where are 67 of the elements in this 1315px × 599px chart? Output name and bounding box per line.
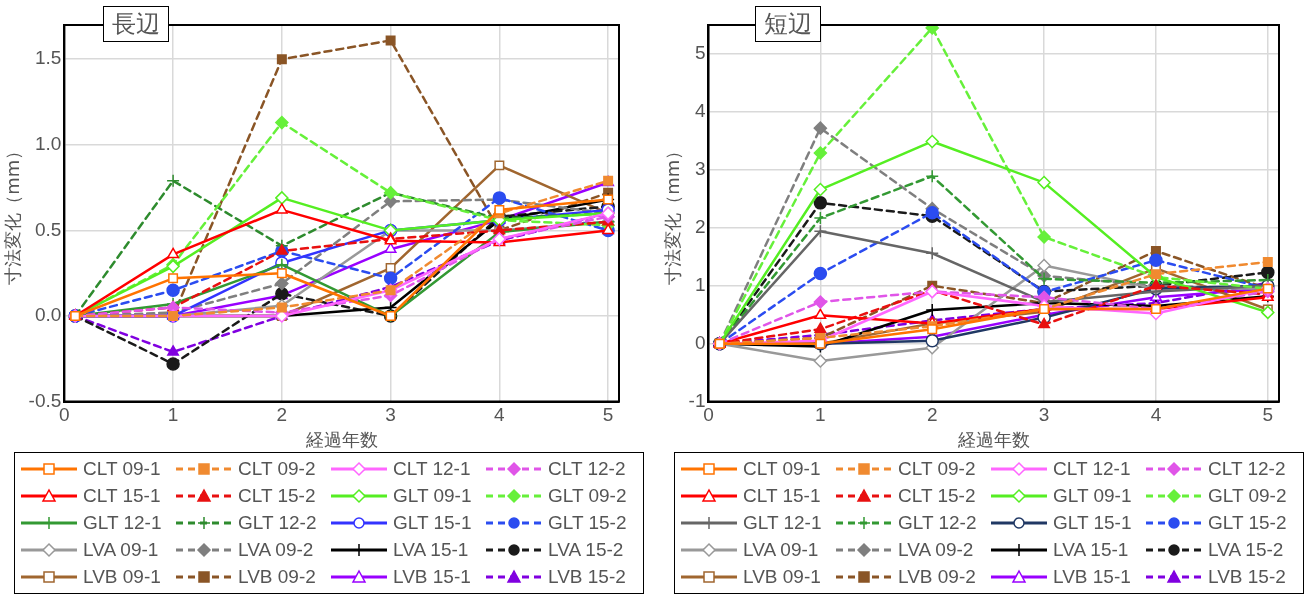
x-tick-label: 4 <box>494 404 506 426</box>
x-tick-label: 2 <box>926 404 938 426</box>
legend-label: CLT 12-2 <box>548 458 626 480</box>
legend-label: GLT 09-2 <box>548 485 627 507</box>
legend-label: GLT 15-2 <box>1208 512 1287 534</box>
legend-label: LVA 09-2 <box>238 539 314 561</box>
x-tick-label: 3 <box>1038 404 1050 426</box>
legend-label: LVB 09-1 <box>743 566 821 588</box>
legend-label: LVA 09-2 <box>898 539 974 561</box>
x-tick-label: 3 <box>385 404 396 426</box>
legend-label: CLT 12-2 <box>1208 458 1286 480</box>
legend-label: LVA 09-1 <box>83 539 159 561</box>
x-tick-label: 2 <box>276 404 288 426</box>
legend-label: CLT 09-1 <box>83 458 161 480</box>
legend-label: LVB 09-2 <box>898 566 976 588</box>
legend-label: LVA 09-1 <box>743 539 819 561</box>
y-tick-label: 2 <box>694 216 706 238</box>
y-tick-label: 0.0 <box>34 304 62 326</box>
legend-label: CLT 09-2 <box>238 458 316 480</box>
y-tick-label: 4 <box>694 100 706 122</box>
legend-label: CLT 12-1 <box>393 458 471 480</box>
y-tick-label: 0 <box>694 331 706 353</box>
chart-title: 長辺 <box>103 6 169 42</box>
legend-label: LVB 15-2 <box>1208 566 1286 588</box>
x-axis-title: 経過年数 <box>304 428 378 450</box>
legend-label: GLT 15-2 <box>548 512 627 534</box>
legend-label: CLT 15-2 <box>238 485 316 507</box>
legend-label: CLT 15-1 <box>743 485 821 507</box>
legend-label: LVA 15-1 <box>1053 539 1129 561</box>
legend-label: CLT 09-1 <box>743 458 821 480</box>
legend-label: LVA 15-2 <box>548 539 624 561</box>
x-tick-label: 4 <box>1150 404 1162 426</box>
y-tick-label: -1 <box>688 389 706 411</box>
x-tick-label: 1 <box>167 404 179 426</box>
legend-label: GLT 12-2 <box>238 512 317 534</box>
legend-label: GLT 12-2 <box>898 512 977 534</box>
y-tick-label: 1.5 <box>34 47 62 69</box>
y-tick-label: 1.0 <box>34 133 62 155</box>
y-axis-title: 寸法変化（mm） <box>2 141 24 285</box>
legend-label: LVB 15-1 <box>393 566 471 588</box>
legend-label: CLT 15-2 <box>898 485 976 507</box>
y-tick-label: 3 <box>694 158 706 180</box>
legend-label: LVB 15-1 <box>1053 566 1131 588</box>
legend-label: LVA 15-2 <box>1208 539 1284 561</box>
x-tick-label: 5 <box>602 404 614 426</box>
legend-label: LVB 09-2 <box>238 566 316 588</box>
legend-label: LVB 15-2 <box>548 566 626 588</box>
x-axis-title: 経過年数 <box>956 428 1030 450</box>
legend-label: GLT 09-2 <box>1208 485 1287 507</box>
legend-label: GLT 12-1 <box>743 512 822 534</box>
legend-label: CLT 09-2 <box>898 458 976 480</box>
y-tick-label: 0.5 <box>34 218 62 240</box>
legend-label: GLT 09-1 <box>393 485 472 507</box>
legend-label: GLT 15-1 <box>1053 512 1132 534</box>
legend-label: LVA 15-1 <box>393 539 469 561</box>
y-tick-label: 1 <box>694 273 706 295</box>
chart-title: 短辺 <box>755 6 821 42</box>
y-tick-label: 5 <box>694 42 706 64</box>
legend-label: GLT 09-1 <box>1053 485 1132 507</box>
legend-label: GLT 15-1 <box>393 512 472 534</box>
legend-label: CLT 15-1 <box>83 485 161 507</box>
x-tick-label: 1 <box>815 404 826 426</box>
legend-label: CLT 12-1 <box>1053 458 1131 480</box>
legend-label: GLT 12-1 <box>83 512 162 534</box>
legend-label: LVB 09-1 <box>83 566 161 588</box>
x-tick-label: 5 <box>1262 404 1274 426</box>
y-axis-title: 寸法変化（mm） <box>662 141 684 285</box>
